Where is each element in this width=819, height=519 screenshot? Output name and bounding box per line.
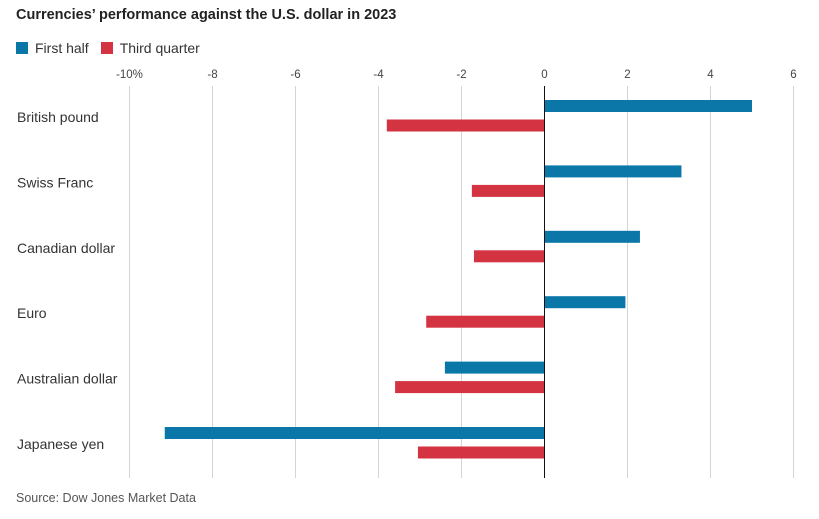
bar-first-half <box>164 427 545 439</box>
x-tick-label: 0 <box>541 69 547 81</box>
x-tick-label: 2 <box>624 69 630 81</box>
category-label: British pound <box>17 109 99 125</box>
x-tick-label: 4 <box>707 69 714 81</box>
category-label: Canadian dollar <box>17 240 115 256</box>
legend-item-third-quarter: Third quarter <box>100 40 200 56</box>
x-tick-label: -10% <box>116 69 143 81</box>
chart-title: Currencies’ performance against the U.S.… <box>16 7 397 23</box>
legend-swatch-first-half <box>16 42 28 54</box>
legend-swatch-third-quarter <box>100 42 113 54</box>
x-tick-label: -6 <box>290 69 300 81</box>
bar-third-quarter <box>386 119 545 132</box>
x-tick-label: -8 <box>207 69 217 81</box>
bar-third-quarter <box>395 381 545 394</box>
bar-first-half <box>544 296 626 309</box>
legend: First half Third quarter <box>16 40 212 56</box>
bar-first-half <box>544 230 640 243</box>
bar-third-quarter <box>417 446 545 459</box>
bar-third-quarter <box>426 315 545 328</box>
x-tick-label: -2 <box>456 69 466 81</box>
legend-label-third-quarter: Third quarter <box>119 40 200 56</box>
bar-third-quarter <box>471 184 545 197</box>
category-label: Swiss Franc <box>17 174 93 190</box>
category-label: Euro <box>17 305 47 321</box>
bar-first-half <box>444 361 545 374</box>
bar-first-half <box>544 100 752 112</box>
bar-third-quarter <box>473 250 545 263</box>
category-label: Australian dollar <box>17 371 118 387</box>
x-tick-label: -4 <box>373 69 384 81</box>
category-label: Japanese yen <box>17 436 104 452</box>
source-note: Source: Dow Jones Market Data <box>16 491 196 505</box>
x-tick-label: 6 <box>790 69 796 81</box>
bar-first-half <box>544 165 682 178</box>
legend-item-first-half: First half <box>16 40 89 56</box>
legend-label-first-half: First half <box>35 40 89 56</box>
